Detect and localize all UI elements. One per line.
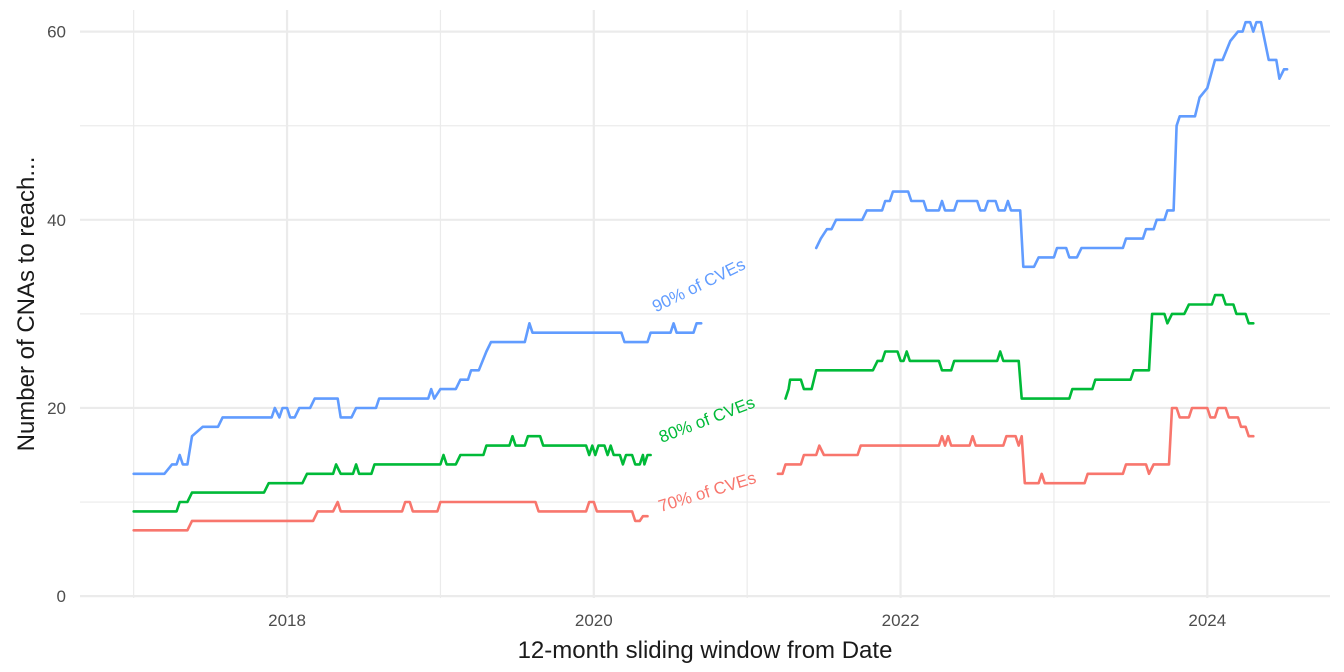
series-labels: 90% of CVEs 80% of CVEs 70% of CVEs [649,255,758,516]
tick-labels: 2018 2020 2022 2024 0 20 40 60 [47,23,1226,630]
series-label-70-of-cves: 70% of CVEs [656,468,758,516]
grid [80,10,1330,598]
series-line-90-of-cves [132,322,703,476]
y-tick-label: 0 [57,587,66,606]
x-tick-label: 2020 [575,611,613,630]
series-line-90-of-cves [814,20,1289,269]
y-tick-label: 20 [47,399,66,418]
series-line-70-of-cves [776,406,1255,485]
series-line-80-of-cves [784,293,1255,400]
x-tick-label: 2018 [268,611,306,630]
series-label-90-of-cves: 90% of CVEs [649,255,748,316]
series-line-70-of-cves [132,500,649,532]
x-axis-title: 12-month sliding window from Date [518,637,893,664]
series-label-80-of-cves: 80% of CVEs [656,393,757,447]
y-tick-label: 60 [47,23,66,42]
x-tick-label: 2024 [1188,611,1226,630]
y-axis-title: Number of CNAs to reach... [13,157,40,452]
series-line-80-of-cves [132,434,652,513]
series-lines [132,20,1289,532]
x-tick-label: 2022 [882,611,920,630]
y-tick-label: 40 [47,211,66,230]
